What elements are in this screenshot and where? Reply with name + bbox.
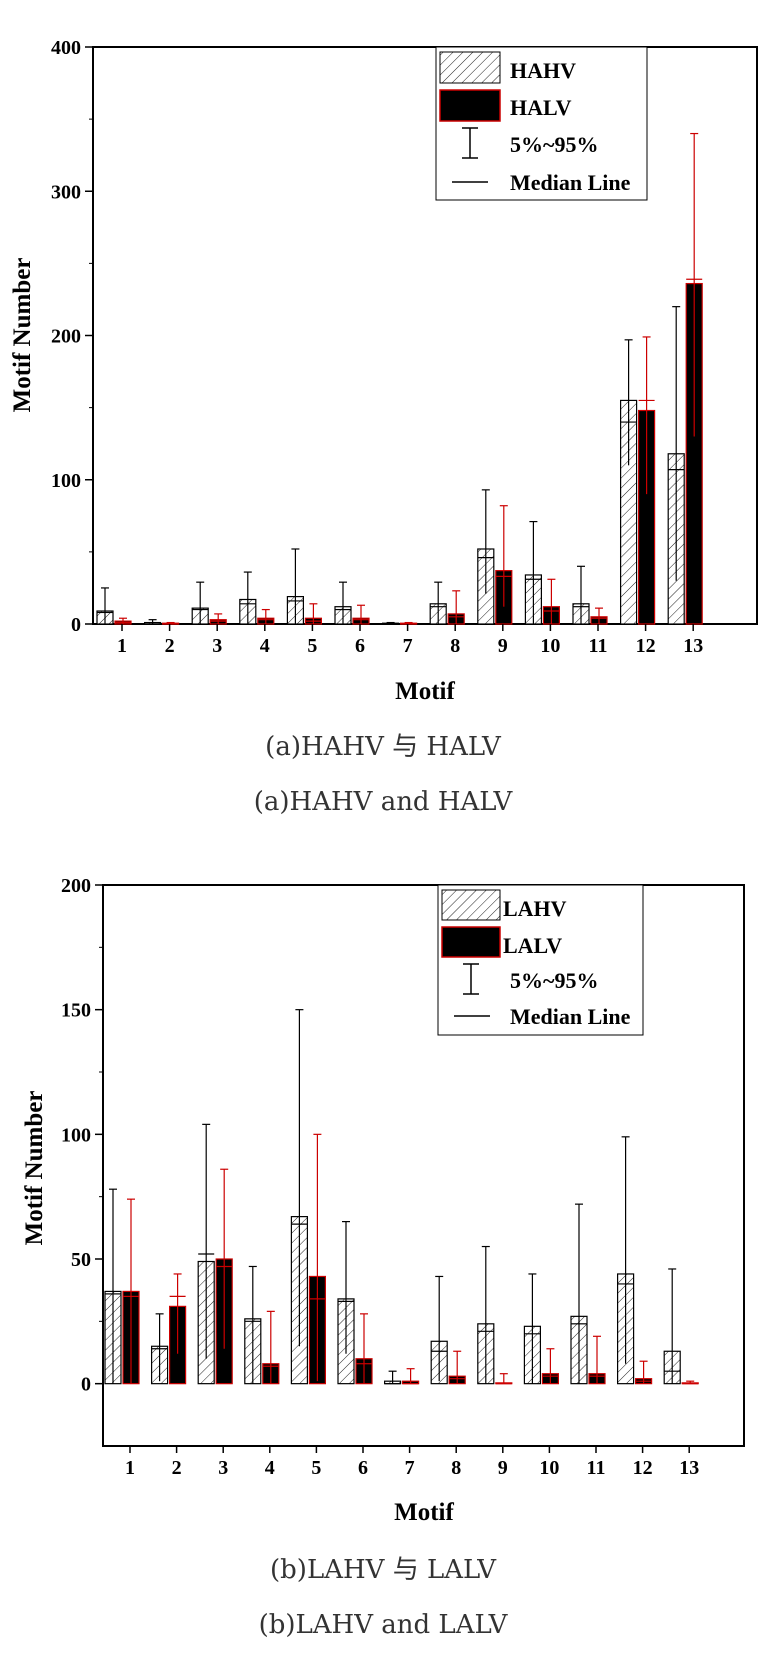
x-tick-label: 1 xyxy=(125,1457,135,1479)
x-tick-label: 2 xyxy=(165,635,175,657)
bars-b xyxy=(104,1009,699,1385)
y-axis-label-b: Motif Number xyxy=(21,1091,48,1246)
x-tick-label: 10 xyxy=(540,635,560,657)
x-tick-label: 12 xyxy=(633,1457,653,1479)
x-tick-label: 9 xyxy=(498,635,508,657)
x-tick-label: 7 xyxy=(405,1457,415,1479)
x-tick-label: 8 xyxy=(450,635,460,657)
legend-label: HAHV xyxy=(510,58,576,83)
x-tick-label: 6 xyxy=(358,1457,368,1479)
y-tick-label: 50 xyxy=(71,1249,91,1271)
legend-label: 5%~95% xyxy=(510,968,598,993)
x-tick-label: 3 xyxy=(212,635,222,657)
x-tick-label: 4 xyxy=(260,635,270,657)
legend-label: 5%~95% xyxy=(510,132,598,157)
legend-swatch-solid xyxy=(439,89,501,122)
legend-label: Median Line xyxy=(510,1004,631,1029)
y-axis-a: 0 100 200 300 400 xyxy=(51,37,93,636)
x-tick-label: 13 xyxy=(679,1457,699,1479)
y-tick-label: 0 xyxy=(71,614,81,636)
plot-frame-a xyxy=(92,46,758,625)
x-axis-label-b: Motif xyxy=(394,1499,454,1526)
y-axis-label-a: Motif Number xyxy=(9,258,36,413)
legend-b: LAHV LALV 5%~95% Median Line xyxy=(437,884,644,1036)
x-axis-b: 1 2 3 4 5 6 7 8 9 10 11 12 13 xyxy=(125,1446,699,1479)
y-axis-b: 0 50 100 150 200 xyxy=(61,875,103,1396)
legend-label: LALV xyxy=(503,933,562,958)
x-tick-label: 1 xyxy=(117,635,127,657)
x-tick-label: 11 xyxy=(589,635,608,657)
y-tick-label: 0 xyxy=(81,1374,91,1396)
legend-label: LAHV xyxy=(503,896,567,921)
y-tick-label: 150 xyxy=(61,1000,91,1022)
caption-b-en: (b)LAHV and LALV xyxy=(259,1610,509,1640)
legend-label: Median Line xyxy=(510,170,631,195)
legend-swatch-hatched xyxy=(439,51,501,84)
x-tick-label: 12 xyxy=(636,635,656,657)
x-tick-label: 3 xyxy=(218,1457,228,1479)
y-tick-label: 200 xyxy=(51,326,81,348)
y-tick-label: 100 xyxy=(51,470,81,492)
y-tick-label: 200 xyxy=(61,875,91,897)
bars-a xyxy=(96,132,703,625)
x-tick-label: 10 xyxy=(539,1457,559,1479)
y-tick-label: 300 xyxy=(51,181,81,203)
x-tick-label: 7 xyxy=(403,635,413,657)
x-axis-a: 1 2 3 4 5 6 7 8 9 10 11 12 13 xyxy=(117,624,703,657)
y-tick-label: 100 xyxy=(61,1124,91,1146)
caption-a-cn: (a)HAHV 与 HALV xyxy=(265,732,502,762)
legend-swatch-hatched xyxy=(441,889,501,921)
x-tick-label: 13 xyxy=(683,635,703,657)
x-tick-label: 6 xyxy=(355,635,365,657)
x-tick-label: 9 xyxy=(498,1457,508,1479)
x-tick-label: 5 xyxy=(311,1457,321,1479)
caption-a-en: (a)HAHV and HALV xyxy=(254,787,514,817)
legend-label: HALV xyxy=(510,95,572,120)
legend-errorbar-icon xyxy=(463,963,479,995)
x-tick-label: 5 xyxy=(307,635,317,657)
x-axis-label-a: Motif xyxy=(395,678,455,705)
x-tick-label: 2 xyxy=(172,1457,182,1479)
caption-b-cn: (b)LAHV 与 LALV xyxy=(270,1555,497,1585)
y-tick-label: 400 xyxy=(51,37,81,59)
x-tick-label: 11 xyxy=(587,1457,606,1479)
legend-a: HAHV HALV 5%~95% Median Line xyxy=(435,46,648,201)
x-tick-label: 4 xyxy=(265,1457,275,1479)
legend-swatch-solid xyxy=(441,926,501,958)
x-tick-label: 8 xyxy=(451,1457,461,1479)
plot-frame-b xyxy=(102,884,745,1447)
legend-errorbar-icon xyxy=(462,127,478,159)
